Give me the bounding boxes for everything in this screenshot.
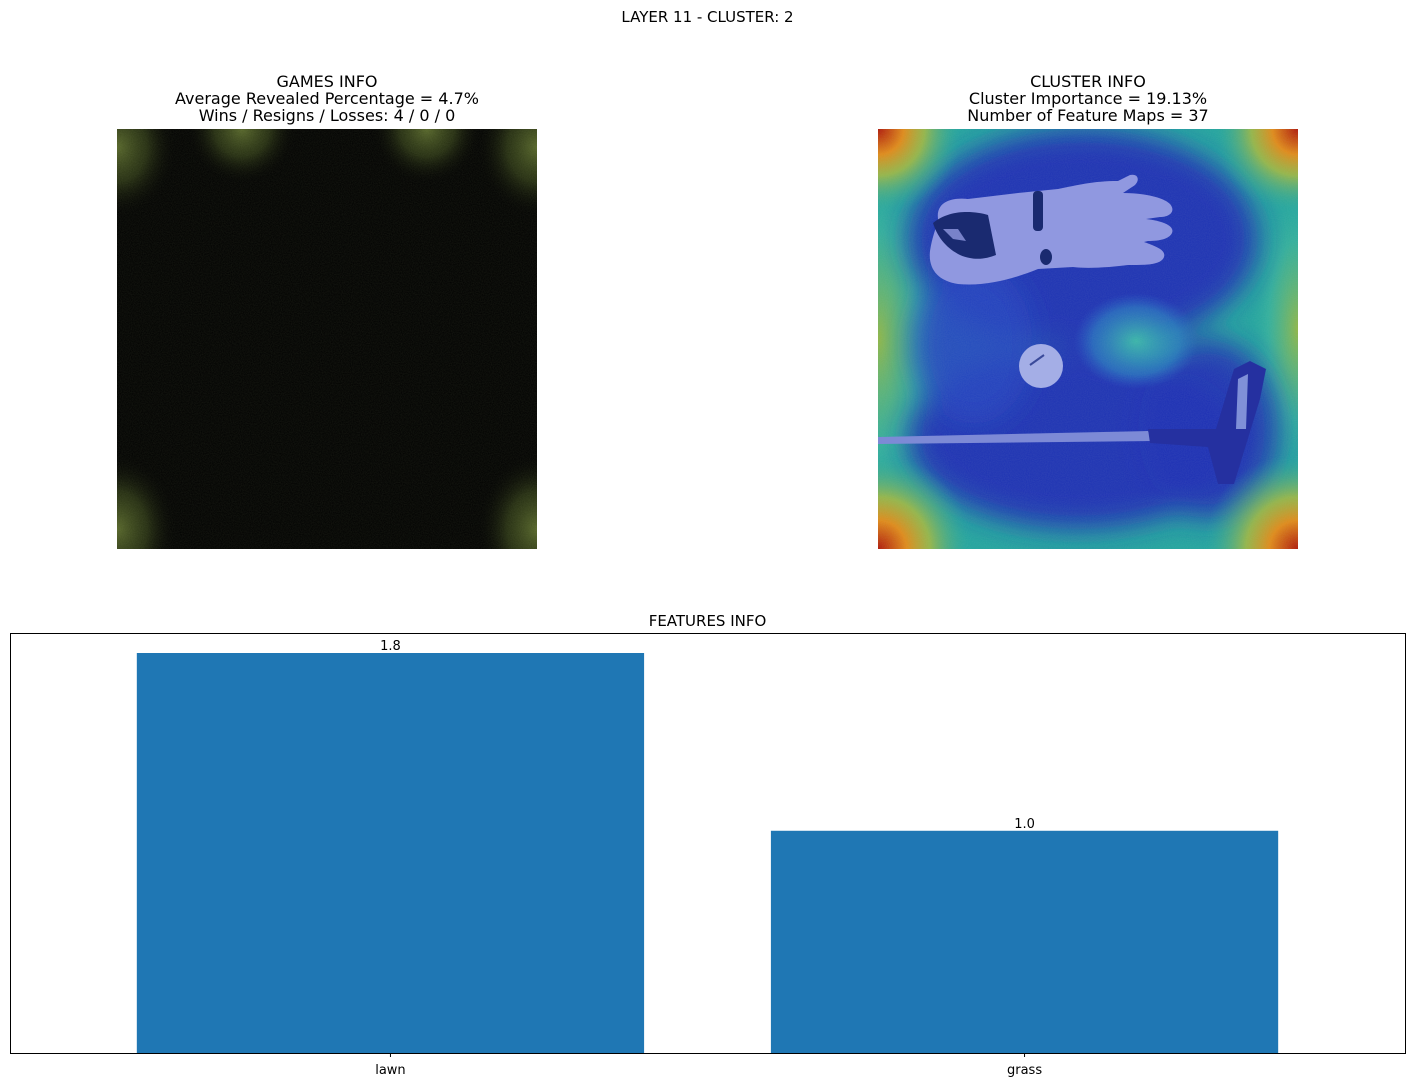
figure-title: LAYER 11 - CLUSTER: 2 [621,8,794,26]
golf-ball-shape [1019,344,1063,388]
feature-map-count: Number of Feature Maps = 37 [967,106,1209,125]
bar-value-label: 1.8 [380,639,401,654]
x-tick-label: grass [1007,1063,1042,1078]
bar-grass [770,830,1279,1053]
games-info-title: GAMES INFO [276,72,378,91]
features-info-title: FEATURES INFO [648,612,767,630]
wins-resigns-losses: Wins / Resigns / Losses: 4 / 0 / 0 [198,106,456,125]
average-revealed-percentage: Average Revealed Percentage = 4.7% [175,89,479,108]
cluster-importance: Cluster Importance = 19.13% [968,89,1208,108]
cluster-info-header: CLUSTER INFO Cluster Importance = 19.13%… [878,73,1298,124]
plot-area-frame [10,633,1406,1054]
cluster-info-title: CLUSTER INFO [1030,72,1146,91]
revealed-image [117,129,537,549]
games-info-header: GAMES INFO Average Revealed Percentage =… [117,73,537,124]
glove-shape [929,174,1173,285]
bar-lawn [136,653,645,1053]
x-tick-label: lawn [375,1063,405,1078]
cluster-heatmap-image [878,129,1298,549]
golf-club-shape [878,361,1266,484]
bar-value-label: 1.0 [1014,817,1035,832]
